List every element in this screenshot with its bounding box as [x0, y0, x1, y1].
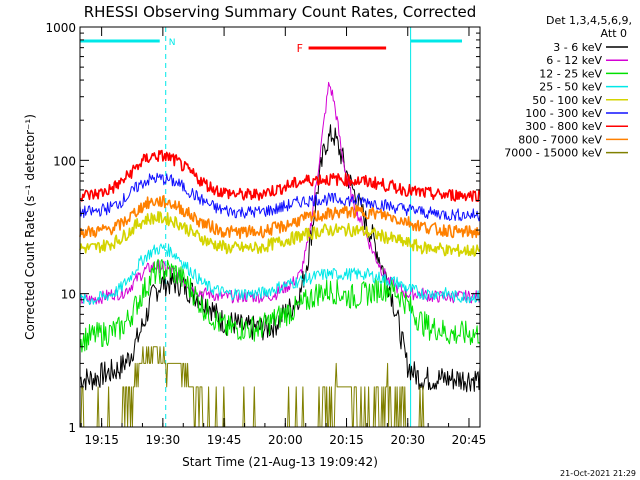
legend-label-3: 25 - 50 keV: [539, 81, 602, 94]
series-3: [79, 243, 481, 306]
legend-label-0: 3 - 6 keV: [553, 41, 602, 54]
x-tick-label-2: 19:45: [207, 433, 242, 447]
legend-label-5: 100 - 300 keV: [525, 107, 602, 120]
x-tick-label-3: 20:00: [268, 433, 303, 447]
series-line-2: [79, 258, 481, 353]
series-8: [80, 346, 480, 428]
series-line-3: [79, 243, 481, 306]
series-line-7: [79, 195, 481, 240]
x-axis-title: Start Time (21-Aug-13 19:09:42): [182, 455, 378, 469]
series-5: [79, 172, 481, 222]
legend-label-8: 7000 - 15000 keV: [504, 147, 602, 160]
legend-header: Det 1,3,4,5,6,9,: [546, 14, 632, 27]
plot-area: [79, 81, 481, 428]
legend-label-2: 12 - 25 keV: [539, 67, 602, 80]
chart-title: RHESSI Observing Summary Count Rates, Co…: [84, 3, 477, 21]
flare-flag-label: F: [297, 42, 303, 55]
x-tick-label-6: 20:45: [452, 433, 487, 447]
series-2: [79, 258, 481, 353]
y-tick-label-2: 100: [53, 154, 76, 168]
plot-frame: [79, 26, 481, 428]
y-tick-label-1: 10: [61, 288, 76, 302]
x-tick-label-1: 19:30: [146, 433, 181, 447]
timestamp: 21-Oct-2021 21:29: [560, 469, 636, 478]
legend-label-7: 800 - 7000 keV: [518, 133, 602, 146]
series-line-4: [79, 211, 481, 257]
legend-label-4: 50 - 100 keV: [532, 94, 602, 107]
legend-label-1: 6 - 12 keV: [546, 54, 602, 67]
x-tick-label-0: 19:15: [84, 433, 119, 447]
x-tick-label-4: 20:15: [329, 433, 364, 447]
series-7: [79, 195, 481, 240]
y-tick-label-0: 1: [68, 421, 76, 435]
legend-header-2: Att 0: [601, 27, 627, 40]
series-4: [79, 211, 481, 257]
night-label-0: N: [169, 38, 176, 48]
axes: 19:15 19:30 19:45 20:00 20:15 20:30 20:45 1 10 10…: [45, 21, 486, 447]
y-tick-label-3: 1000: [45, 21, 76, 35]
series-line-5: [79, 172, 481, 222]
y-axis-title: Corrected Count Rate (s⁻¹ detector⁻¹): [23, 114, 37, 340]
x-tick-label-5: 20:30: [390, 433, 425, 447]
series-line-6: [79, 149, 481, 202]
series-line-8: [80, 346, 480, 428]
legend-label-6: 300 - 800 keV: [525, 120, 602, 133]
series-6: [79, 149, 481, 202]
